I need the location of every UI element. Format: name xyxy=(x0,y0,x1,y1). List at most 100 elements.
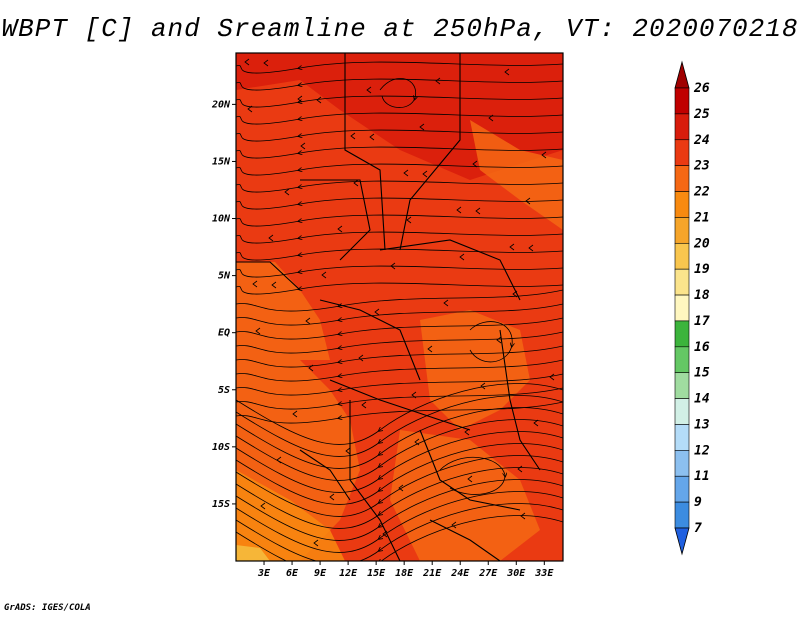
lat-tick-label: 10N xyxy=(212,214,231,225)
streamline-arrow xyxy=(276,456,282,464)
streamline xyxy=(236,317,563,340)
streamline-arrow xyxy=(263,59,269,67)
streamline xyxy=(236,163,563,176)
colorbar-segment xyxy=(674,450,690,477)
border-line xyxy=(236,261,301,291)
colorbar-segment xyxy=(674,268,690,296)
streamline-arrow xyxy=(443,299,449,307)
shading-patch xyxy=(470,120,563,230)
colorbar-label: 13 xyxy=(694,417,710,432)
page-title: WBPT [C] and Sreamline at 250hPa, VT: 20… xyxy=(1,14,799,44)
lon-tick-label: 6E xyxy=(286,568,299,579)
lat-tick-label: 15S xyxy=(212,499,230,510)
streamline xyxy=(236,78,563,91)
border-line xyxy=(349,400,401,561)
colorbar-label: 14 xyxy=(694,392,710,407)
streamline-arrow xyxy=(313,539,319,547)
grads-credit: GrADS: IGES/COLA xyxy=(4,603,91,613)
streamline-arrow xyxy=(456,206,462,214)
lat-tick-label: 15N xyxy=(212,156,231,167)
border-line xyxy=(399,53,461,251)
streamline-arrow xyxy=(353,179,359,187)
streamline-arrow xyxy=(252,280,258,288)
streamline-arrow xyxy=(464,428,470,436)
colorbar-segment xyxy=(674,217,690,244)
streamline xyxy=(236,289,563,312)
lon-tick-label: 21E xyxy=(422,568,442,579)
streamline-arrow xyxy=(390,262,396,270)
streamline xyxy=(236,248,563,261)
streamline-arrow xyxy=(475,207,481,215)
country-borders xyxy=(236,53,541,561)
streamline xyxy=(236,61,563,74)
streamline-arrow xyxy=(255,327,261,335)
colorbar-segment xyxy=(674,424,690,451)
streamline xyxy=(236,503,563,561)
streamline-arrow xyxy=(284,188,290,196)
colorbar-label: 23 xyxy=(693,159,710,174)
lon-tick-label: 27E xyxy=(478,568,498,579)
streamline-arrow xyxy=(549,373,555,381)
colorbar-label: 15 xyxy=(694,366,710,381)
lon-tick-label: 33E xyxy=(534,568,554,579)
border-line xyxy=(329,379,471,431)
streamline-arrow xyxy=(308,364,314,372)
streamline xyxy=(236,383,563,445)
streamline xyxy=(236,214,563,227)
streamline xyxy=(236,373,563,396)
streamline xyxy=(236,231,563,244)
colorbar-label: 17 xyxy=(694,314,710,329)
streamline-arrow xyxy=(504,68,510,76)
colorbar-label: 16 xyxy=(694,340,710,355)
latitude-axis: 20N 15N 10N 5N EQ 5S 10S 15S xyxy=(211,99,236,510)
streamline-arrow xyxy=(435,77,441,85)
lon-tick-label: 9E xyxy=(314,568,327,579)
streamline-arrow xyxy=(247,105,253,113)
streamline-arrow xyxy=(300,142,306,150)
lat-tick-label: 20N xyxy=(211,99,231,110)
streamline xyxy=(236,407,563,469)
colorbar-segment xyxy=(674,165,690,192)
streamline-arrow xyxy=(329,493,335,501)
colorbar-segment xyxy=(674,294,690,322)
streamline-arrow xyxy=(528,244,534,252)
streamline xyxy=(236,265,563,278)
lat-tick-label: 5N xyxy=(218,271,231,282)
border-line xyxy=(319,299,421,381)
streamline-arrow xyxy=(268,234,274,242)
colorbar-segment xyxy=(674,139,690,166)
streamline xyxy=(236,491,563,553)
lat-tick-label: 5S xyxy=(218,385,230,396)
streamline xyxy=(236,479,563,541)
streamline-arrow xyxy=(509,243,515,251)
streamline-arrow xyxy=(414,438,420,446)
streamline-arrow xyxy=(525,197,531,205)
longitude-axis: 3E 6E 9E 12E 15E 18E 21E 24E 27E 30E 33E xyxy=(257,561,554,579)
border-line xyxy=(344,53,386,251)
border-line xyxy=(379,239,521,301)
streamline-arrow xyxy=(260,502,266,510)
colorbar-segment xyxy=(674,242,690,270)
streamline xyxy=(236,331,563,354)
streamline-arrow xyxy=(271,281,277,289)
streamline-arrow xyxy=(361,401,367,409)
streamline-arrow xyxy=(337,225,343,233)
streamline-arrow xyxy=(358,354,364,362)
streamline-arrow xyxy=(350,132,356,140)
streamline-arrow xyxy=(374,308,380,316)
colorbar-label: 7 xyxy=(694,521,702,536)
streamline xyxy=(439,456,505,495)
streamline xyxy=(236,431,563,493)
colorbar-bottom-tip xyxy=(674,527,690,556)
streamline xyxy=(236,359,563,382)
colorbar-label: 18 xyxy=(694,288,710,303)
streamline xyxy=(236,467,563,529)
colorbar-label: 11 xyxy=(694,469,710,484)
streamline-arrow xyxy=(403,169,409,177)
colorbar-segment xyxy=(674,191,690,218)
streamline-arrow xyxy=(411,391,417,399)
streamline xyxy=(236,146,563,159)
border-line xyxy=(299,449,351,501)
